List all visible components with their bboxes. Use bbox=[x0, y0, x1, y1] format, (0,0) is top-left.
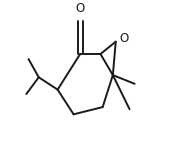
Text: O: O bbox=[120, 32, 129, 45]
Text: O: O bbox=[75, 2, 85, 15]
